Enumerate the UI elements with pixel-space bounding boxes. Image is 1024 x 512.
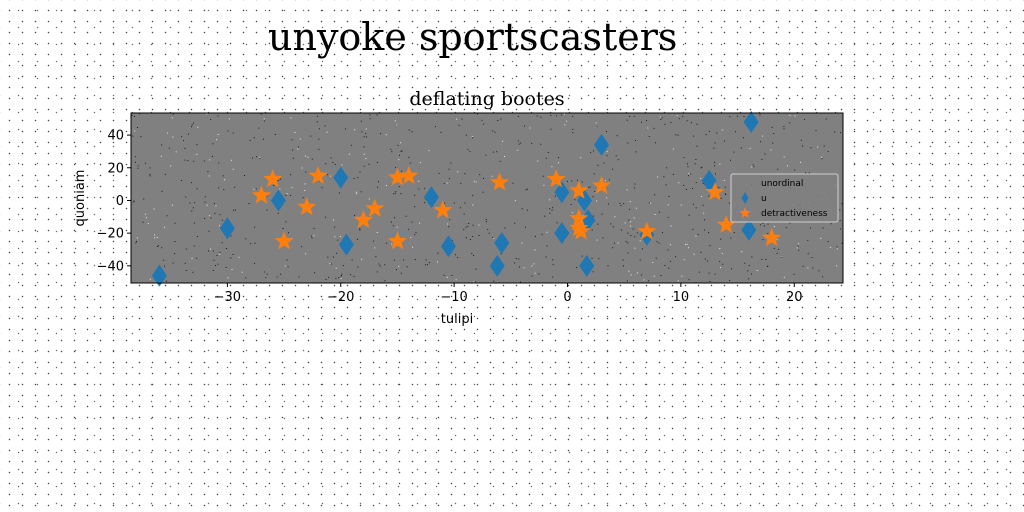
y-tick-label: −40 xyxy=(97,259,124,274)
y-tick-label: 20 xyxy=(107,161,124,176)
data-point-star xyxy=(546,169,566,188)
data-point-star xyxy=(433,200,453,219)
data-point-star xyxy=(637,221,657,240)
data-point-star xyxy=(571,221,591,240)
data-point-star xyxy=(399,165,419,185)
x-tick-label: −30 xyxy=(214,290,241,305)
data-point-star xyxy=(716,214,736,234)
data-point-star xyxy=(569,218,589,237)
data-point-star xyxy=(762,228,782,247)
data-point-star xyxy=(705,182,725,201)
data-point-diamond xyxy=(219,217,235,240)
y-tick-label: −20 xyxy=(97,227,124,242)
data-point-star xyxy=(263,169,283,188)
y-tick-label: 0 xyxy=(116,194,124,209)
data-point-diamond xyxy=(701,169,717,192)
figure-suptitle: unyoke sportscasters xyxy=(268,15,678,59)
data-point-diamond xyxy=(338,233,354,256)
data-point-star xyxy=(353,210,373,229)
x-tick-label: −20 xyxy=(327,290,354,305)
data-point-star xyxy=(297,196,317,216)
data-point-star xyxy=(274,231,294,250)
data-point-diamond xyxy=(151,264,167,287)
data-point-star xyxy=(251,185,271,204)
data-point-star xyxy=(387,231,407,250)
data-point-diamond xyxy=(741,218,757,241)
data-point-star xyxy=(489,172,509,191)
data-point-diamond xyxy=(423,186,439,209)
data-point-diamond xyxy=(494,231,510,254)
data-point-diamond xyxy=(440,235,456,258)
data-point-diamond xyxy=(554,181,570,204)
plot-frame xyxy=(130,112,844,284)
data-point-diamond xyxy=(554,222,570,245)
legend-label: unordinal xyxy=(761,179,803,189)
x-tick-label: 20 xyxy=(786,290,803,305)
legend-marker-diamond xyxy=(741,192,749,204)
data-point-diamond xyxy=(333,166,349,189)
y-tick-label: 40 xyxy=(107,129,124,144)
y-axis-label: quoniam xyxy=(73,170,88,227)
data-point-diamond xyxy=(270,189,286,212)
data-point-star xyxy=(569,180,589,199)
data-point-diamond xyxy=(594,133,610,156)
legend-box xyxy=(730,173,839,223)
x-axis-label: tulipi xyxy=(441,312,473,327)
x-tick-label: 0 xyxy=(563,290,571,305)
legend-label: detractiveness xyxy=(761,209,828,219)
data-point-diamond xyxy=(579,254,595,277)
data-point-diamond xyxy=(489,254,505,277)
data-point-star xyxy=(308,165,328,185)
data-point-diamond xyxy=(743,110,759,133)
data-point-star xyxy=(569,208,589,227)
legend: unordinal u detractiveness xyxy=(730,173,839,223)
data-point-star xyxy=(365,198,385,217)
data-point-star xyxy=(592,175,612,194)
data-point-star xyxy=(739,207,751,218)
legend-label: u xyxy=(761,194,767,204)
x-tick-label: 10 xyxy=(673,290,690,305)
plot-title: deflating bootes xyxy=(409,88,564,110)
data-point-star xyxy=(387,167,407,186)
x-tick-label: −10 xyxy=(440,290,467,305)
